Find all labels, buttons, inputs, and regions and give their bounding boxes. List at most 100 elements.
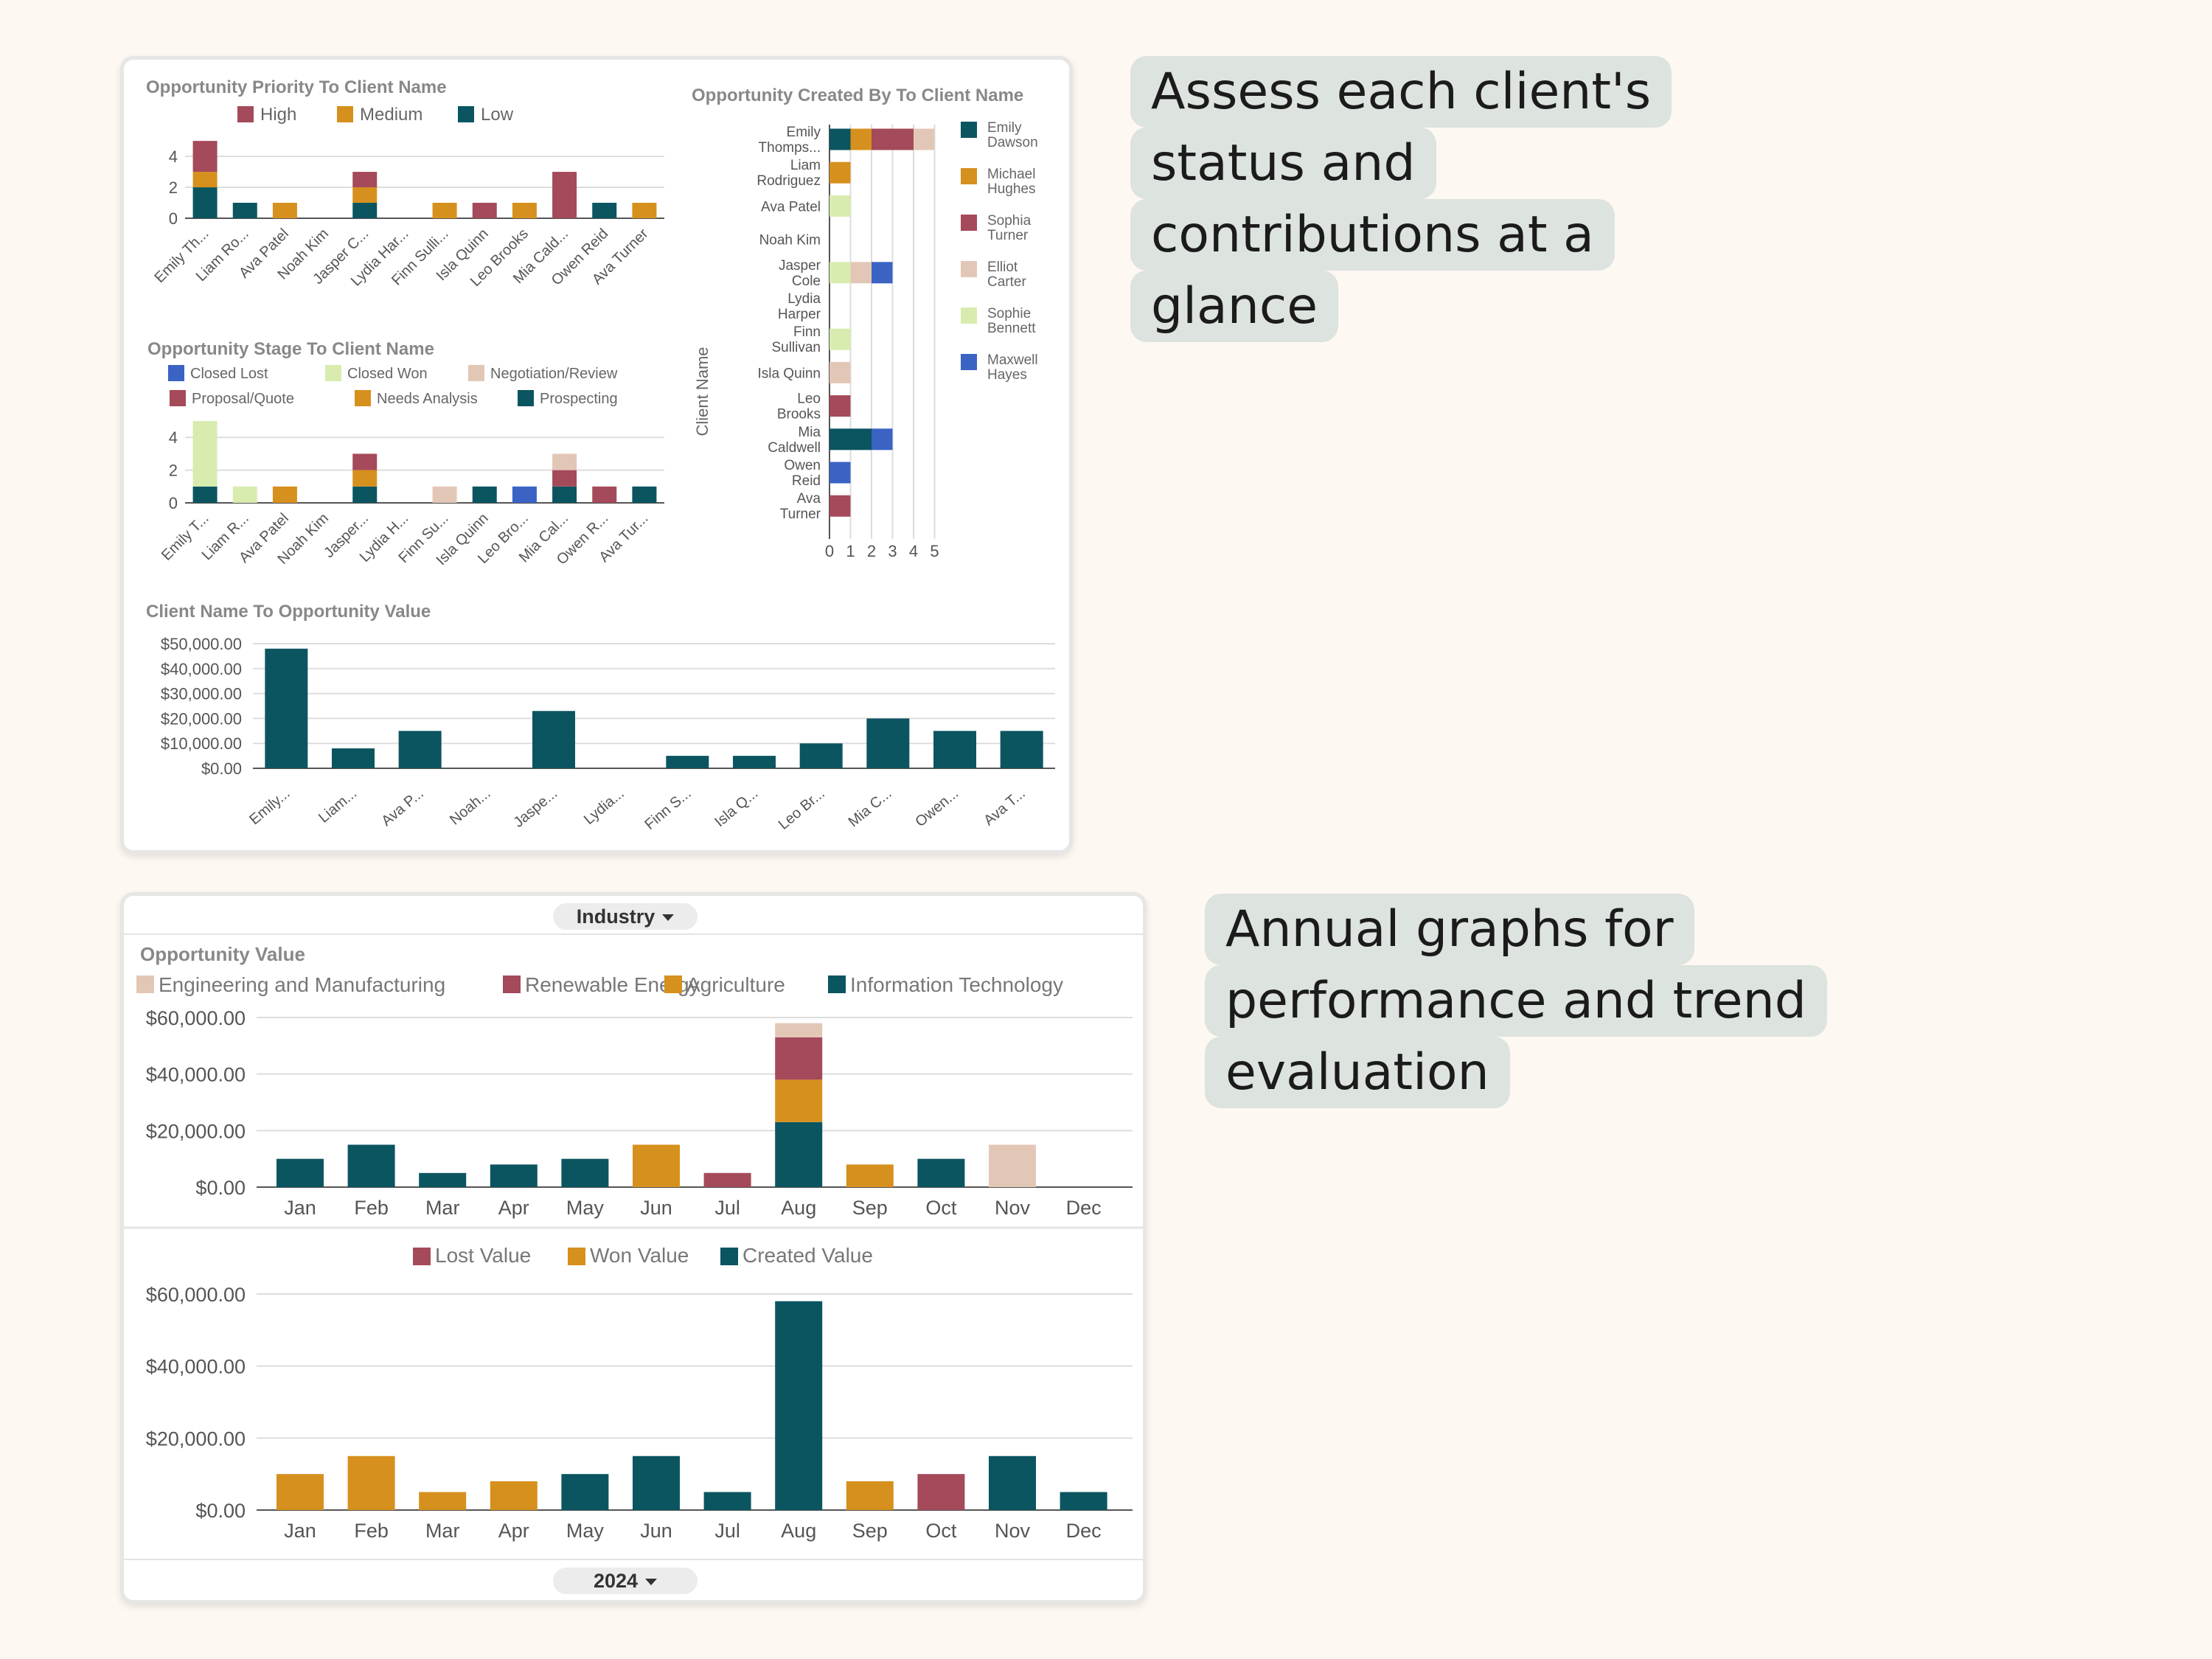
bar-segment	[850, 262, 872, 284]
y-tick-label: Owen	[784, 458, 821, 473]
callout-line: performance and trend	[1205, 965, 1827, 1037]
legend-swatch	[337, 106, 353, 122]
legend-label: Carter	[987, 274, 1026, 290]
x-tick-label: 2	[867, 542, 876, 560]
bar	[846, 1481, 894, 1510]
y-tick-label: Cole	[792, 274, 821, 289]
y-tick-label: $20,000.00	[161, 709, 242, 728]
x-tick-label: Dec	[1066, 1520, 1102, 1542]
bar-segment	[352, 187, 378, 204]
legend-label: Engineering and Manufacturing	[159, 973, 445, 996]
bar	[733, 756, 776, 768]
x-tick-label: Sep	[852, 1197, 888, 1219]
y-tick-label: 0	[169, 494, 178, 512]
bar-segment	[872, 262, 893, 284]
y-tick-label: Reid	[792, 473, 821, 489]
legend-label: Information Technology	[850, 973, 1063, 996]
legend-swatch	[961, 354, 977, 370]
x-tick-label: Nov	[995, 1520, 1031, 1542]
legend-swatch	[518, 390, 534, 406]
bar-segment	[830, 428, 872, 451]
y-tick-label: Harper	[778, 307, 821, 322]
legend-label: Negotiation/Review	[490, 366, 618, 382]
chart-title: Opportunity Priority To Client Name	[146, 77, 447, 97]
legend-swatch	[355, 390, 371, 406]
y-tick-label: 2	[169, 462, 178, 480]
x-tick-label: Mar	[425, 1520, 460, 1542]
bar-segment	[830, 161, 851, 184]
x-tick-label: Oct	[925, 1197, 957, 1219]
y-tick-label: $0.00	[195, 1500, 246, 1522]
x-tick-label: Feb	[354, 1197, 389, 1219]
y-tick-label: $10,000.00	[161, 734, 242, 753]
legend-swatch	[168, 365, 184, 381]
y-tick-label: 4	[169, 147, 178, 166]
legend-label: Closed Won	[347, 366, 428, 382]
y-tick-label: Rodriguez	[757, 173, 821, 189]
bar-segment	[830, 361, 851, 383]
bar-segment	[432, 203, 457, 218]
y-tick-label: Noah Kim	[759, 233, 821, 248]
bar-segment	[830, 128, 851, 150]
bar-segment	[352, 470, 378, 487]
x-tick-label: Ava T...	[981, 785, 1029, 829]
legend-label: Medium	[360, 105, 422, 125]
legend-swatch	[413, 1248, 431, 1265]
callout-line: status and	[1130, 128, 1436, 199]
bar	[1000, 731, 1043, 768]
x-tick-label: 3	[888, 542, 897, 560]
y-tick-label: $60,000.00	[146, 1284, 246, 1306]
bar-segment	[490, 1164, 538, 1187]
bar-segment	[830, 495, 851, 517]
y-tick-label: Thomps...	[759, 140, 821, 156]
bar-segment	[276, 1158, 324, 1187]
y-tick-label: Sullivan	[771, 340, 821, 355]
y-tick-label: Jasper	[779, 258, 821, 274]
callout-line: Assess each client's	[1130, 56, 1672, 128]
legend-swatch	[170, 390, 186, 406]
y-tick-label: Isla Quinn	[757, 366, 821, 381]
legend-swatch	[828, 975, 846, 993]
y-tick-label: $40,000.00	[146, 1356, 246, 1378]
bar-segment	[432, 486, 457, 503]
x-tick-label: Nov	[995, 1197, 1031, 1219]
client-dashboard-card: Opportunity Priority To Client Name High M…	[120, 56, 1073, 854]
x-tick-label: Lydia...	[581, 785, 627, 828]
x-tick-label: May	[566, 1520, 605, 1542]
x-tick-label: Feb	[354, 1520, 389, 1542]
year-dropdown[interactable]: 2024	[553, 1568, 698, 1594]
bar-segment	[512, 486, 537, 503]
bar	[866, 718, 910, 768]
y-tick-label: 2	[169, 178, 178, 197]
legend-label: Needs Analysis	[377, 391, 478, 407]
bar-segment	[633, 1144, 680, 1187]
legend-swatch	[720, 1248, 738, 1265]
bar	[989, 1455, 1036, 1510]
legend-swatch	[961, 122, 977, 138]
legend-label: Sophie	[987, 306, 1031, 321]
callout-annual-graphs: Annual graphs for performance and trend …	[1205, 894, 1827, 1108]
y-tick-label: Brooks	[777, 407, 821, 422]
bar-segment	[272, 486, 297, 503]
legend-label: Closed Lost	[190, 366, 268, 382]
bar-segment	[192, 486, 218, 503]
year-dropdown-label: 2024	[593, 1570, 639, 1592]
bar	[917, 1474, 965, 1510]
legend-label: Proposal/Quote	[192, 391, 294, 407]
legend-label: Maxwell	[987, 352, 1038, 368]
bar-segment	[592, 203, 617, 218]
bar-segment	[232, 486, 257, 503]
bar-segment	[632, 203, 657, 218]
x-tick-label: Jun	[640, 1197, 672, 1219]
x-tick-label: 4	[909, 542, 918, 560]
y-tick-label: $20,000.00	[146, 1427, 246, 1450]
bar-segment	[352, 486, 378, 503]
y-tick-label: $20,000.00	[146, 1120, 246, 1142]
y-tick-label: 4	[169, 428, 178, 447]
legend-swatch	[458, 106, 474, 122]
x-tick-label: Liam...	[316, 785, 360, 826]
legend-swatch	[961, 215, 977, 231]
bar-segment	[989, 1144, 1036, 1187]
legend-label: Lost Value	[435, 1244, 531, 1267]
industry-dropdown[interactable]: Industry	[553, 903, 698, 930]
